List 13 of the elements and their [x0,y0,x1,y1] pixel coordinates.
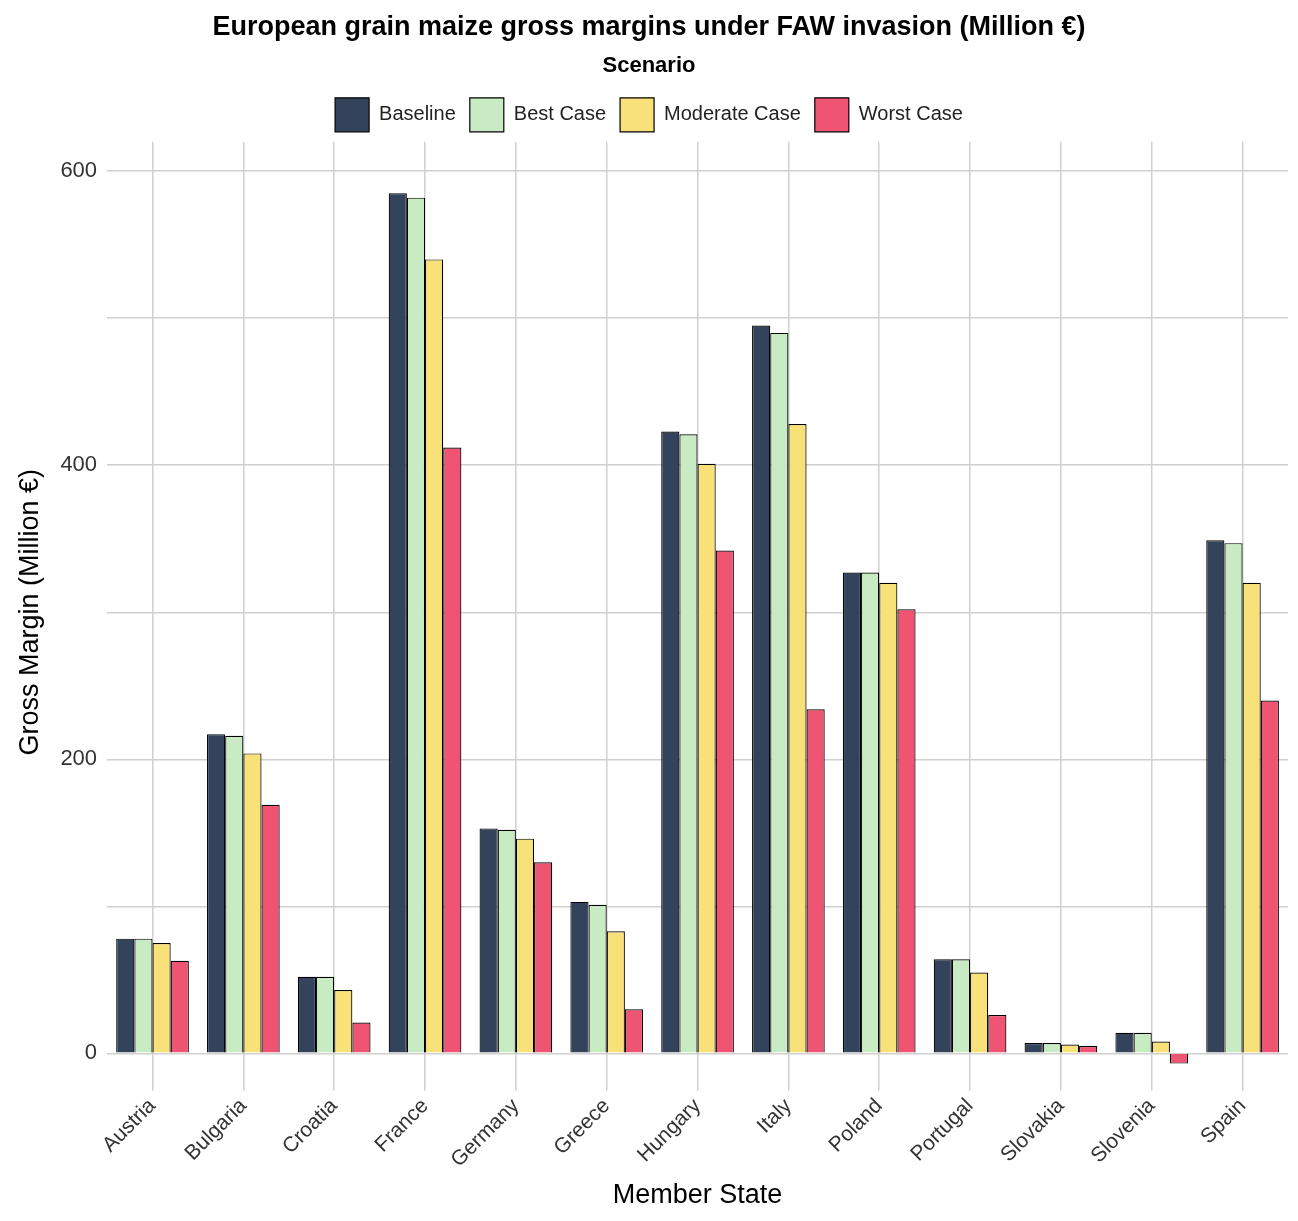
legend-label: Baseline [379,102,456,125]
legend-label: Worst Case [858,102,963,125]
y-tick-label: 600 [60,157,98,183]
chart-title: European grain maize gross margins under FAW invasion (Million €) [212,10,1086,41]
legend-label: Moderate Case [664,102,801,125]
legend-label: Best Case [513,102,607,125]
y-tick-label: 0 [84,1039,98,1065]
x-tick-label: Italy [751,1092,796,1137]
legend-title: Scenario [602,52,696,78]
y-tick-label: 400 [60,451,98,477]
y-axis-title: Gross Margin (Million €) [13,468,44,756]
x-axis-title: Member State [612,1179,783,1210]
y-tick-label: 200 [60,745,98,771]
